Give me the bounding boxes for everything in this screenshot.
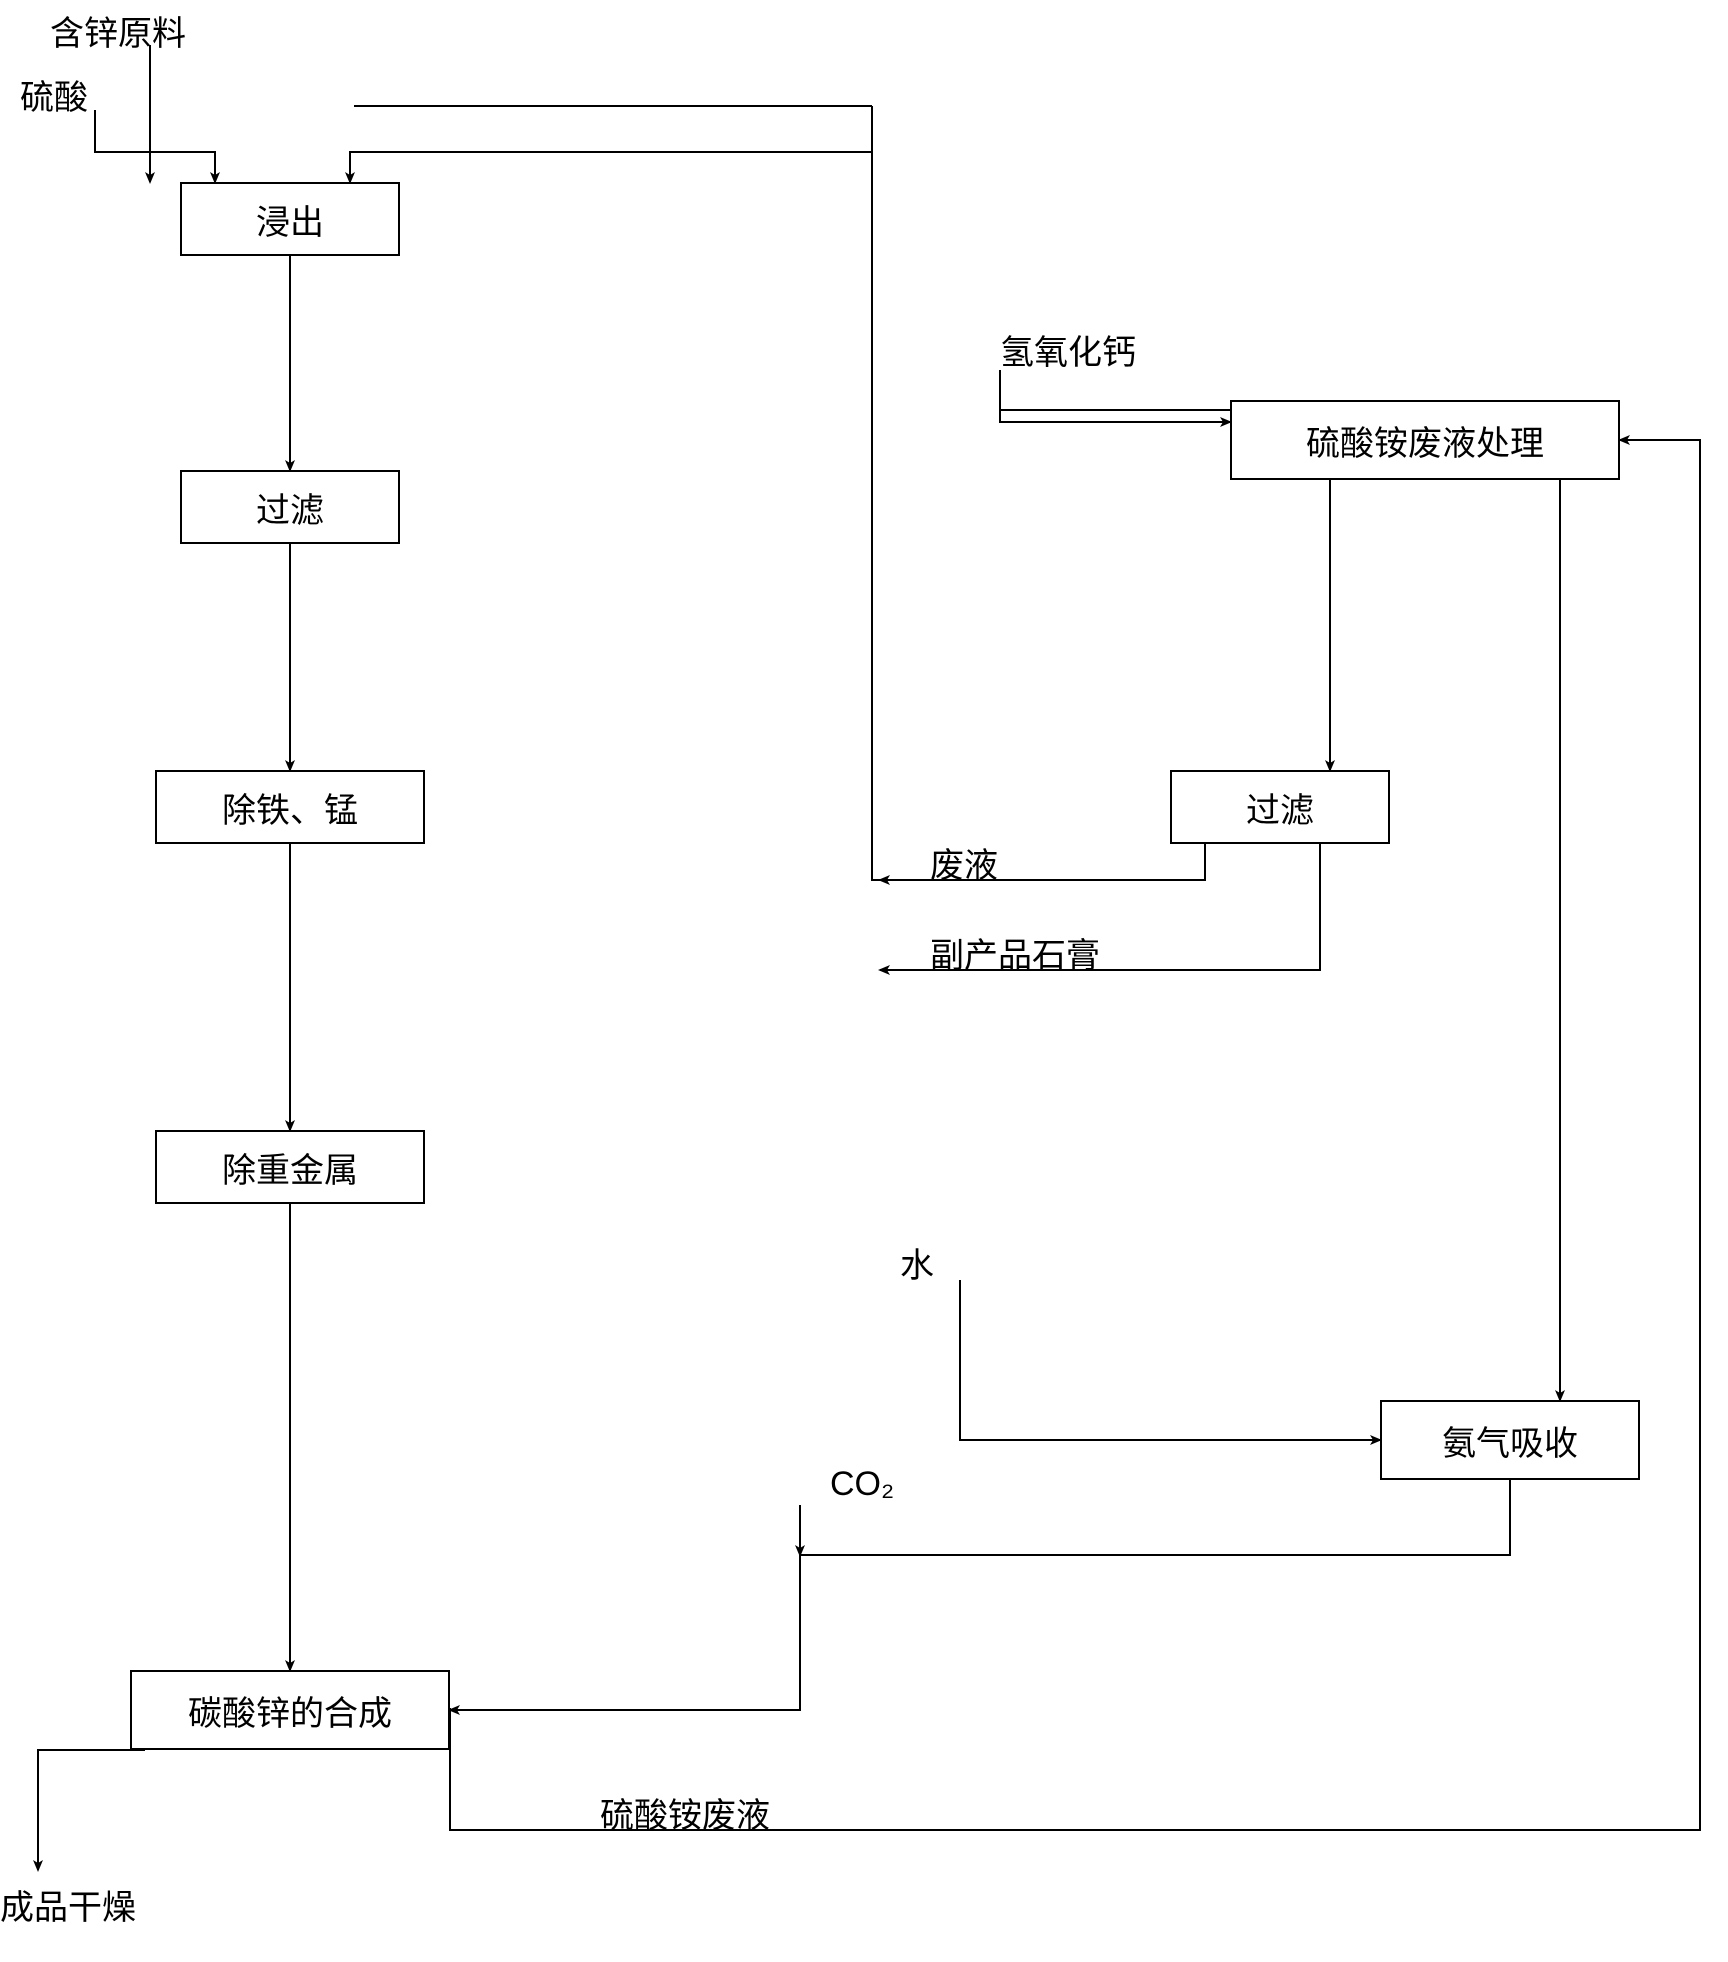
box-remove-fe-mn: 除铁、锰 — [155, 770, 425, 844]
box-zinc-carbonate-synthesis-label: 碳酸锌的合成 — [188, 1686, 392, 1735]
edge-e_water_in — [960, 1280, 1380, 1440]
box-remove-fe-mn-label: 除铁、锰 — [222, 783, 358, 832]
flowchart-edges — [0, 0, 1728, 1962]
edge-e_caoh_in2 — [1000, 370, 1230, 422]
edge-e_synth_dry — [38, 1750, 145, 1870]
input-sulfuric-acid: 硫酸 — [20, 70, 88, 119]
box-remove-heavy-metal: 除重金属 — [155, 1130, 425, 1204]
input-co2: CO₂ — [830, 1465, 894, 1504]
output-product-drying: 成品干燥 — [0, 1880, 136, 1929]
edge-label-waste-liquid: 废液 — [930, 838, 998, 887]
edge-e_recycle_leach — [350, 106, 872, 182]
box-leach-label: 浸出 — [256, 195, 324, 244]
box-leach: 浸出 — [180, 182, 400, 256]
input-zinc-material: 含锌原料 — [50, 6, 186, 55]
edge-e_synth_waste — [450, 440, 1700, 1830]
edge-e_nh3_synth — [450, 1480, 1510, 1710]
edge-label-ammonium-sulfate-waste: 硫酸铵废液 — [600, 1788, 770, 1837]
box-filter2-label: 过滤 — [1246, 783, 1314, 832]
input-calcium-hydroxide: 氢氧化钙 — [1000, 325, 1136, 374]
edge-label-byproduct-gypsum: 副产品石膏 — [930, 928, 1100, 977]
box-ammonium-sulfate-treatment-label: 硫酸铵废液处理 — [1306, 416, 1544, 465]
box-filter1: 过滤 — [180, 470, 400, 544]
input-water: 水 — [900, 1238, 934, 1287]
box-ammonium-sulfate-treatment: 硫酸铵废液处理 — [1230, 400, 1620, 480]
box-filter1-label: 过滤 — [256, 483, 324, 532]
box-ammonia-absorption: 氨气吸收 — [1380, 1400, 1640, 1480]
edge-e_sulf_in — [95, 110, 215, 182]
edge-e_caoh_in — [1000, 370, 1230, 410]
box-ammonia-absorption-label: 氨气吸收 — [1442, 1416, 1578, 1465]
box-filter2: 过滤 — [1170, 770, 1390, 844]
box-zinc-carbonate-synthesis: 碳酸锌的合成 — [130, 1670, 450, 1750]
box-remove-heavy-metal-label: 除重金属 — [222, 1143, 358, 1192]
edge-e_filt2_waste — [872, 106, 1205, 880]
